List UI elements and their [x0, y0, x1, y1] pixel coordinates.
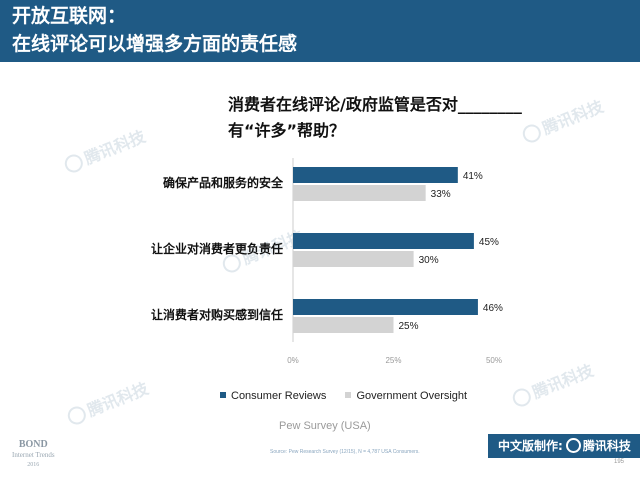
- bond-logo: BOND Internet Trends 2016: [12, 440, 55, 470]
- bond-logo-line2: Internet Trends: [12, 451, 55, 459]
- source-note: Source: Pew Research Survey (12/15), N =…: [270, 449, 420, 455]
- tencent-logo-icon: [565, 438, 581, 453]
- chart-legend: Consumer Reviews Government Oversight: [220, 390, 483, 402]
- footer-badge: 中文版制作: 腾讯科技: [488, 434, 640, 458]
- question-line-1: 消费者在线评论/政府监管是否对________: [228, 95, 522, 114]
- value-label-government: 33%: [431, 189, 451, 200]
- value-label-consumer: 41%: [463, 171, 483, 182]
- value-label-consumer: 46%: [483, 303, 503, 314]
- bond-logo-line3: 2016: [27, 462, 40, 468]
- header-bar: 开放互联网： 在线评论可以增强多方面的责任感: [0, 0, 640, 62]
- footer-brand: 腾讯科技: [582, 439, 631, 453]
- legend-swatch-consumer: [220, 392, 226, 398]
- x-tick-label: 25%: [385, 356, 401, 365]
- category-label: 让消费者对购买感到信任: [151, 307, 283, 322]
- legend-label-government: Government Oversight: [356, 390, 468, 402]
- page-number: 195: [614, 459, 625, 465]
- bond-logo-line1: BOND: [18, 439, 48, 450]
- question-line-2: 有“许多”帮助？: [228, 121, 346, 140]
- value-label-consumer: 45%: [479, 237, 499, 248]
- legend-swatch-government: [345, 392, 352, 398]
- bar-consumer: [293, 299, 478, 315]
- x-tick-label: 0%: [287, 356, 299, 365]
- value-label-government: 30%: [419, 255, 439, 266]
- bar-consumer: [293, 167, 458, 183]
- x-tick-label: 50%: [486, 356, 502, 365]
- category-label: 确保产品和服务的安全: [163, 175, 284, 190]
- legend-item-consumer: Consumer Reviews: [220, 390, 326, 402]
- bar-government: [293, 185, 426, 201]
- legend-label-consumer: Consumer Reviews: [231, 390, 327, 402]
- bar-consumer: [293, 233, 474, 249]
- category-label: 让企业对消费者更负责任: [151, 241, 283, 256]
- survey-label: Pew Survey (USA): [279, 420, 371, 432]
- page-subtitle: 在线评论可以增强多方面的责任感: [12, 33, 298, 55]
- legend-item-government: Government Oversight: [345, 390, 467, 402]
- page-title: 开放互联网：: [12, 5, 127, 27]
- bar-government: [293, 251, 414, 267]
- bar-government: [293, 317, 394, 333]
- footer-label: 中文版制作:: [498, 439, 563, 453]
- value-label-government: 25%: [399, 321, 419, 332]
